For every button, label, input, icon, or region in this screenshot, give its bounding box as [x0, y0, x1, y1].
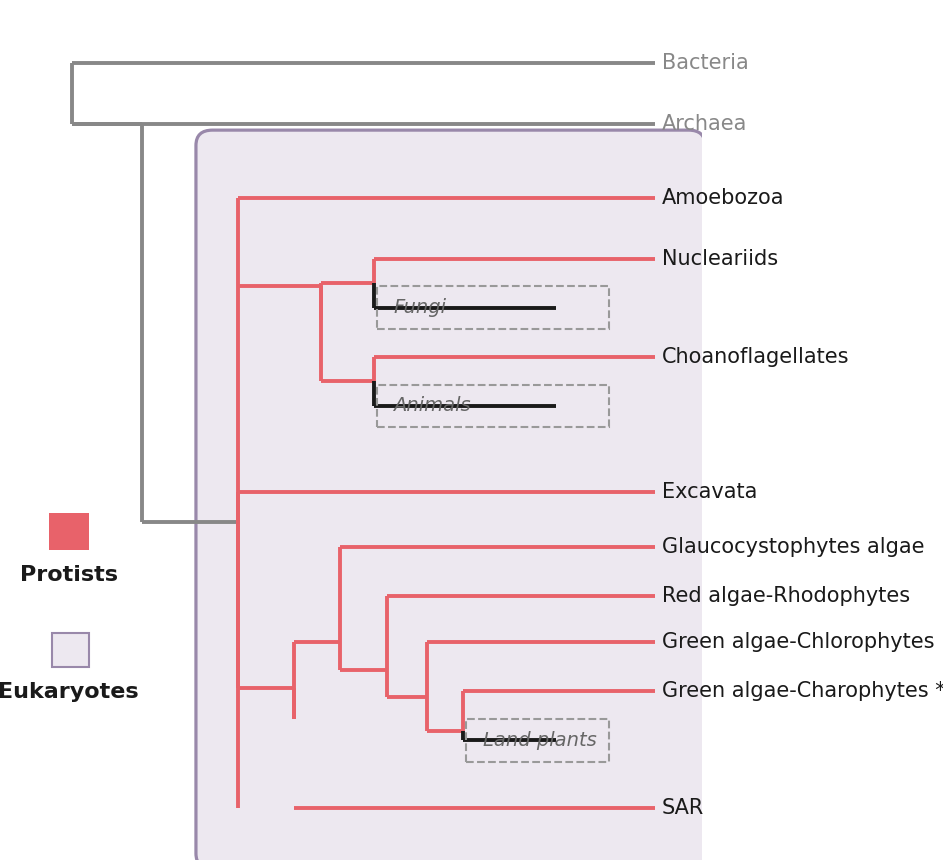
Text: Animals: Animals: [393, 396, 472, 416]
Text: Green algae-Charophytes *: Green algae-Charophytes *: [662, 681, 943, 701]
Text: Green algae-Chlorophytes: Green algae-Chlorophytes: [662, 632, 935, 652]
Text: SAR: SAR: [662, 797, 704, 817]
Text: Bacteria: Bacteria: [662, 53, 749, 72]
Text: Fungi: Fungi: [393, 299, 447, 318]
FancyBboxPatch shape: [196, 130, 705, 861]
Text: Red algae-Rhodophytes: Red algae-Rhodophytes: [662, 586, 910, 606]
Text: Excavata: Excavata: [662, 482, 757, 502]
Text: Nucleariids: Nucleariids: [662, 249, 778, 269]
Text: Choanoflagellates: Choanoflagellates: [662, 347, 850, 367]
Text: Archaea: Archaea: [662, 114, 748, 134]
Text: Land plants: Land plants: [483, 731, 597, 750]
Text: Eukaryotes: Eukaryotes: [0, 682, 139, 702]
Text: Amoebozoa: Amoebozoa: [662, 188, 785, 208]
Bar: [49, 513, 89, 550]
Text: Glaucocystophytes algae: Glaucocystophytes algae: [662, 537, 924, 557]
Text: Protists: Protists: [20, 566, 118, 585]
Bar: [52, 633, 89, 666]
